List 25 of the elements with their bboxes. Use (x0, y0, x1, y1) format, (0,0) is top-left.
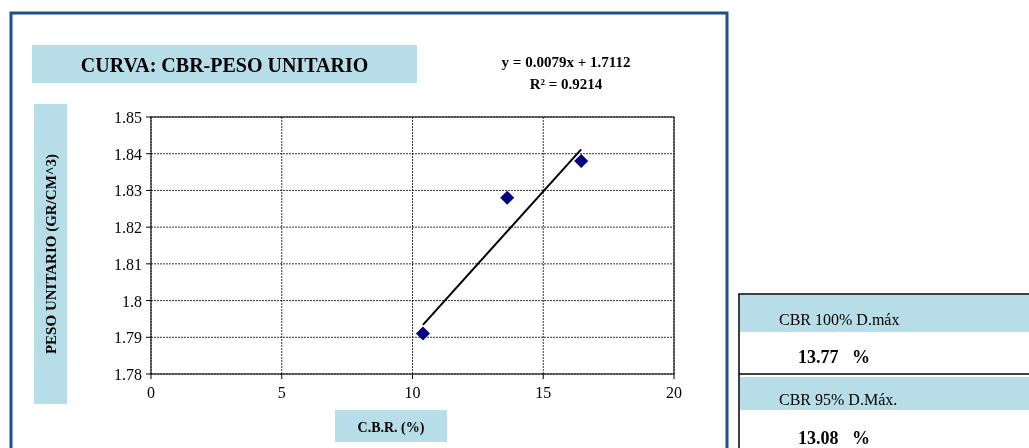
x-tick-label: 0 (147, 384, 155, 401)
point (500, 190, 515, 205)
text: 13.77 % (798, 347, 870, 367)
y-tick-label: 1.84 (114, 145, 142, 163)
x-tick-label: 15 (535, 384, 552, 401)
point (415, 326, 430, 341)
y-axis-title: PESO UNITARIO (GR/CM^3) (43, 153, 60, 355)
y-tick-label: 1.81 (114, 255, 142, 273)
text: CBR 100% D.máx (779, 311, 900, 328)
text: CBR 95% D.Máx. (779, 391, 898, 408)
point (574, 154, 589, 169)
y-tick-label: 1.85 (114, 109, 142, 126)
x-tick-label: 20 (666, 384, 682, 401)
text: 13.08 % (798, 428, 870, 448)
y-tick-label: 1.78 (114, 366, 142, 383)
y-tick-label: 1.83 (114, 182, 142, 200)
y-tick-label: 1.82 (114, 219, 142, 237)
text: y = 0.0079x + 1.7112 (501, 54, 631, 70)
x-tick-label: 5 (277, 384, 286, 401)
x-axis-title: C.B.R. (%) (357, 420, 425, 436)
x-tick-label: 10 (404, 384, 421, 401)
y-tick-label: 1.79 (114, 329, 142, 347)
text: R² = 0.9214 (529, 76, 603, 92)
y-tick-label: 1.8 (122, 292, 142, 310)
chart-title: CURVA: CBR-PESO UNITARIO (80, 54, 369, 76)
